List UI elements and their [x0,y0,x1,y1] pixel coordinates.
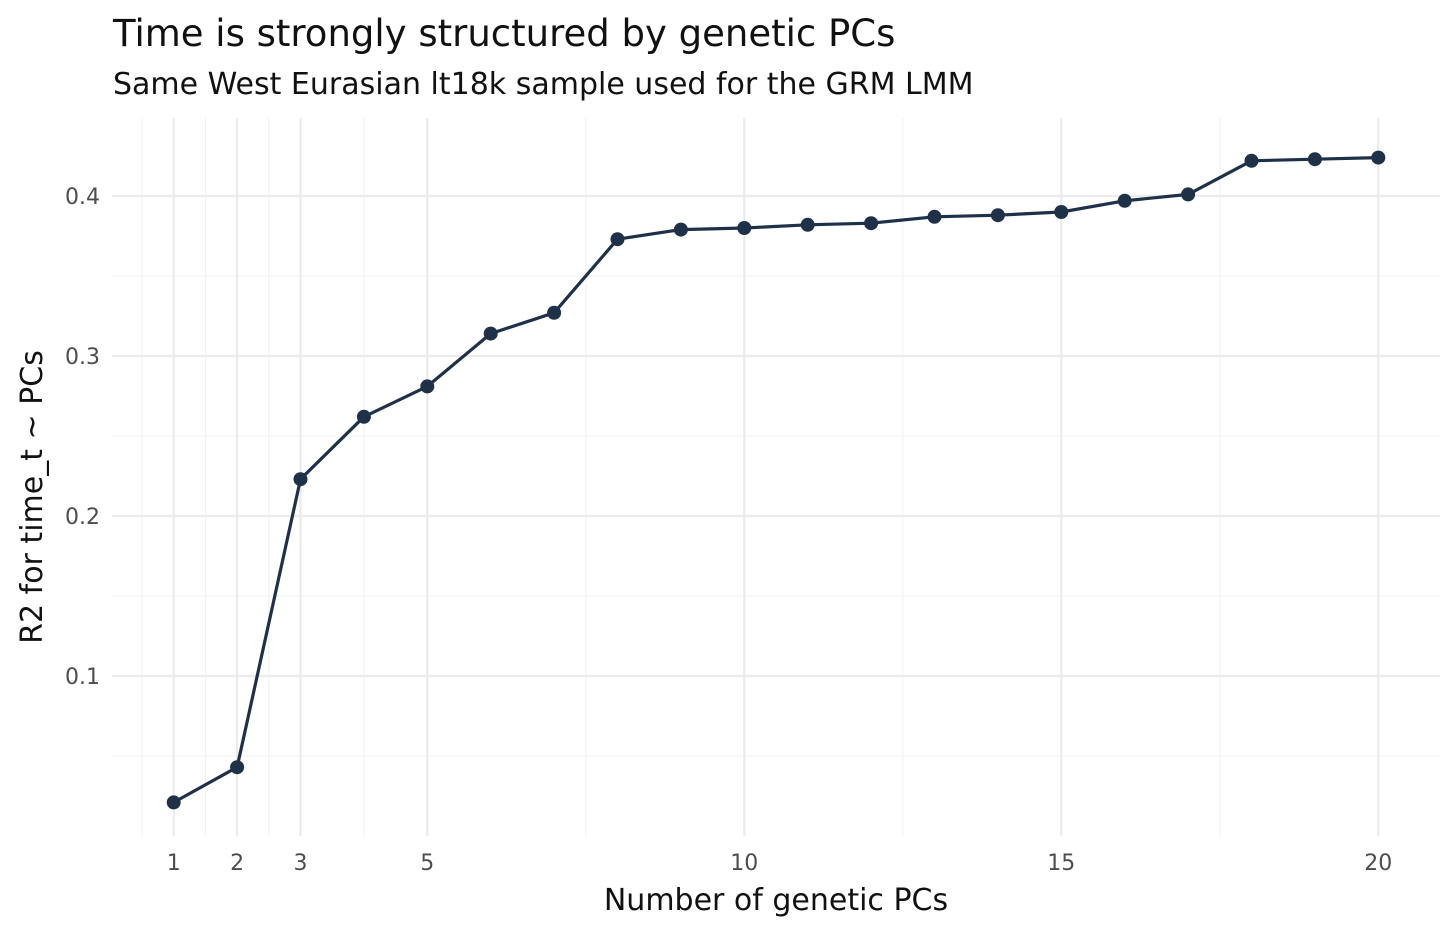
x-tick-label: 20 [1364,851,1392,876]
data-point [1371,150,1386,165]
series-line-group [172,156,1379,804]
data-point [673,222,688,237]
data-point [230,760,245,775]
data-point [864,216,879,231]
y-tick-label: 0.1 [65,665,100,690]
y-tick-labels: 0.1 0.2 0.3 0.4 [65,185,100,690]
data-point [1054,205,1069,219]
data-point [356,409,371,424]
x-tick-label: 5 [420,851,434,876]
x-tick-label: 1 [167,851,181,876]
series-points-group [166,150,1386,810]
y-tick-label: 0.2 [65,505,100,530]
data-point [610,232,625,247]
x-tick-label: 2 [230,851,244,876]
x-tick-label: 10 [730,851,758,876]
data-point [927,209,942,224]
y-tick-label: 0.3 [65,345,100,370]
y-tick-label: 0.4 [65,185,100,210]
data-point [293,472,308,487]
data-point [166,795,181,810]
data-point [1307,152,1322,167]
data-point [1181,187,1196,202]
x-tick-label: 15 [1047,851,1075,876]
data-point [483,326,498,341]
y-axis-title: R2 for time_t ~ PCs [15,350,50,644]
data-point [1117,193,1132,208]
x-tick-label: 3 [294,851,308,876]
x-tick-labels: 1 2 3 5 10 15 20 [167,851,1393,876]
data-point [800,217,815,232]
grid-major [112,118,1440,836]
chart-subtitle: Same West Eurasian lt18k sample used for… [113,67,974,102]
chart-title: Time is strongly structured by genetic P… [113,12,896,55]
series-line [172,156,1379,804]
data-point [547,305,562,320]
data-point [990,208,1005,223]
data-point [1244,153,1259,168]
grid-minor [112,118,1440,836]
x-axis-title: Number of genetic PCs [604,883,948,918]
data-point [737,221,752,235]
data-point [420,379,435,394]
